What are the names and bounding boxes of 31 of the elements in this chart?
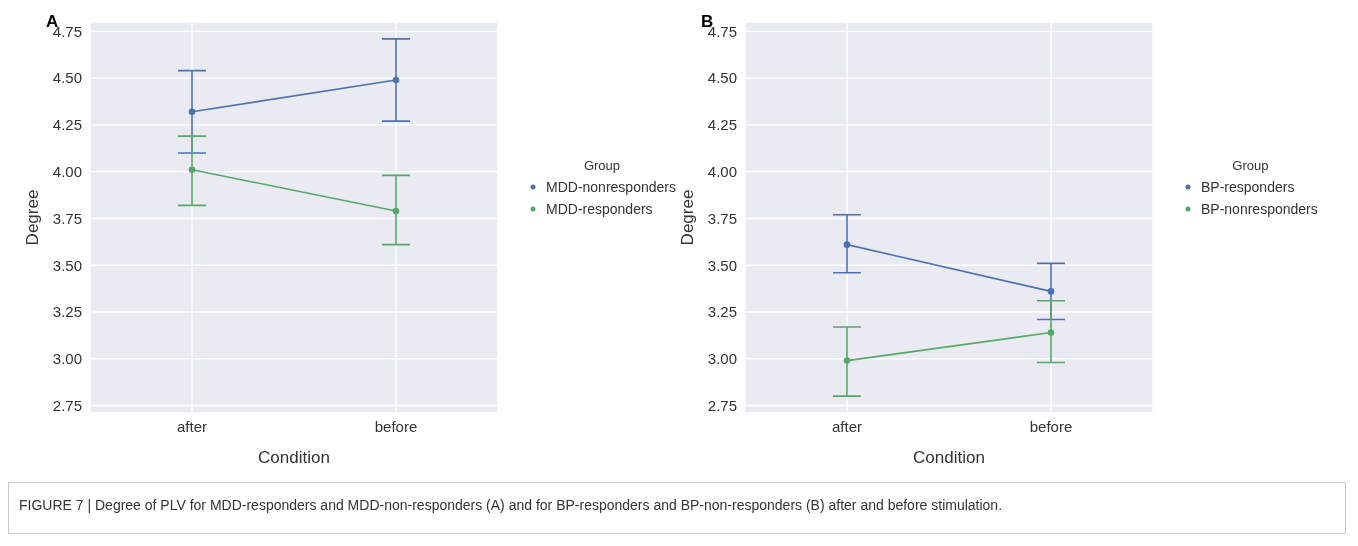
y-tick-label: 3.75 — [52, 209, 82, 227]
y-axis-title: Degree — [678, 189, 698, 246]
x-tick-label: after — [831, 417, 863, 435]
y-tick-label: 4.50 — [707, 69, 737, 87]
x-tick-label: before — [1029, 417, 1073, 435]
y-tick-label: 3.00 — [707, 350, 737, 368]
y-tick-label: 3.00 — [52, 350, 82, 368]
y-tick-label: 3.50 — [707, 256, 737, 274]
text: BP-responders — [1201, 179, 1295, 195]
y-axis-title: Degree — [23, 189, 43, 246]
text: MDD-nonresponders — [546, 179, 676, 195]
x-tick-label: before — [374, 417, 418, 435]
y-tick-label: 4.25 — [707, 116, 737, 134]
x-tick-label: after — [176, 417, 208, 435]
text: MDD-responders — [546, 201, 653, 217]
y-tick-label: 4.50 — [52, 69, 82, 87]
y-tick-label: 4.00 — [707, 162, 737, 180]
legend-title: Group — [582, 158, 622, 173]
y-tick-label: 3.25 — [707, 303, 737, 321]
legend-title: Group — [1231, 158, 1270, 173]
y-tick-label: 3.25 — [52, 303, 82, 321]
y-tick-label: 2.75 — [707, 396, 737, 414]
text: BP-nonresponders — [1201, 201, 1318, 217]
y-tick-label: 2.75 — [52, 396, 82, 414]
y-tick-label: 4.00 — [52, 162, 82, 180]
y-tick-label: 3.50 — [52, 256, 82, 274]
x-axis-title: Condition — [913, 448, 985, 467]
y-tick-label: 3.75 — [707, 209, 737, 227]
caption: FIGURE 7 | Degree of PLV for MDD-responders and MDD-non-responders (A) and for BP-responders and BP-non-responders (B) after and before stimulation. — [19, 497, 1003, 513]
y-tick-label: 4.25 — [52, 116, 82, 134]
x-axis-title: Condition — [258, 448, 330, 467]
